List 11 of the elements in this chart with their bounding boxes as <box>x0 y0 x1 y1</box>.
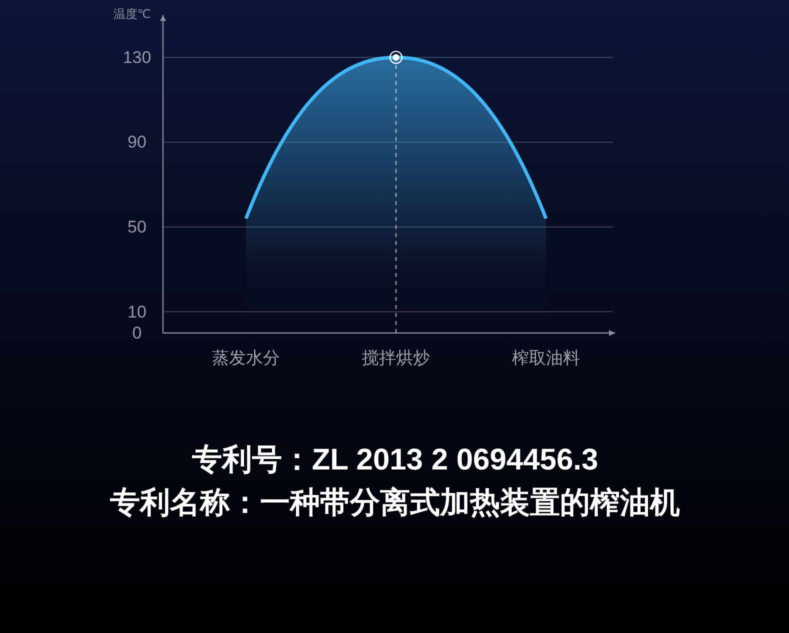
y-tick-label: 0 <box>132 324 142 342</box>
y-tick-label: 130 <box>122 48 152 67</box>
text: 专利名称：一种带分离式加热装置的榨油机 <box>109 486 680 520</box>
y-tick-label: 50 <box>128 218 146 236</box>
text: 专利号：ZL 2013 2 0694456.3 <box>190 444 598 476</box>
x-tick-label: 蒸发水分 <box>212 348 280 368</box>
x-tick-label: 搅拌烘炒 <box>362 348 430 368</box>
x-tick-label: 榨取油料 <box>512 348 580 368</box>
y-axis-title: 温度℃ <box>113 7 151 21</box>
y-tick-label: 90 <box>128 132 146 152</box>
y-tick-label: 10 <box>128 302 146 322</box>
